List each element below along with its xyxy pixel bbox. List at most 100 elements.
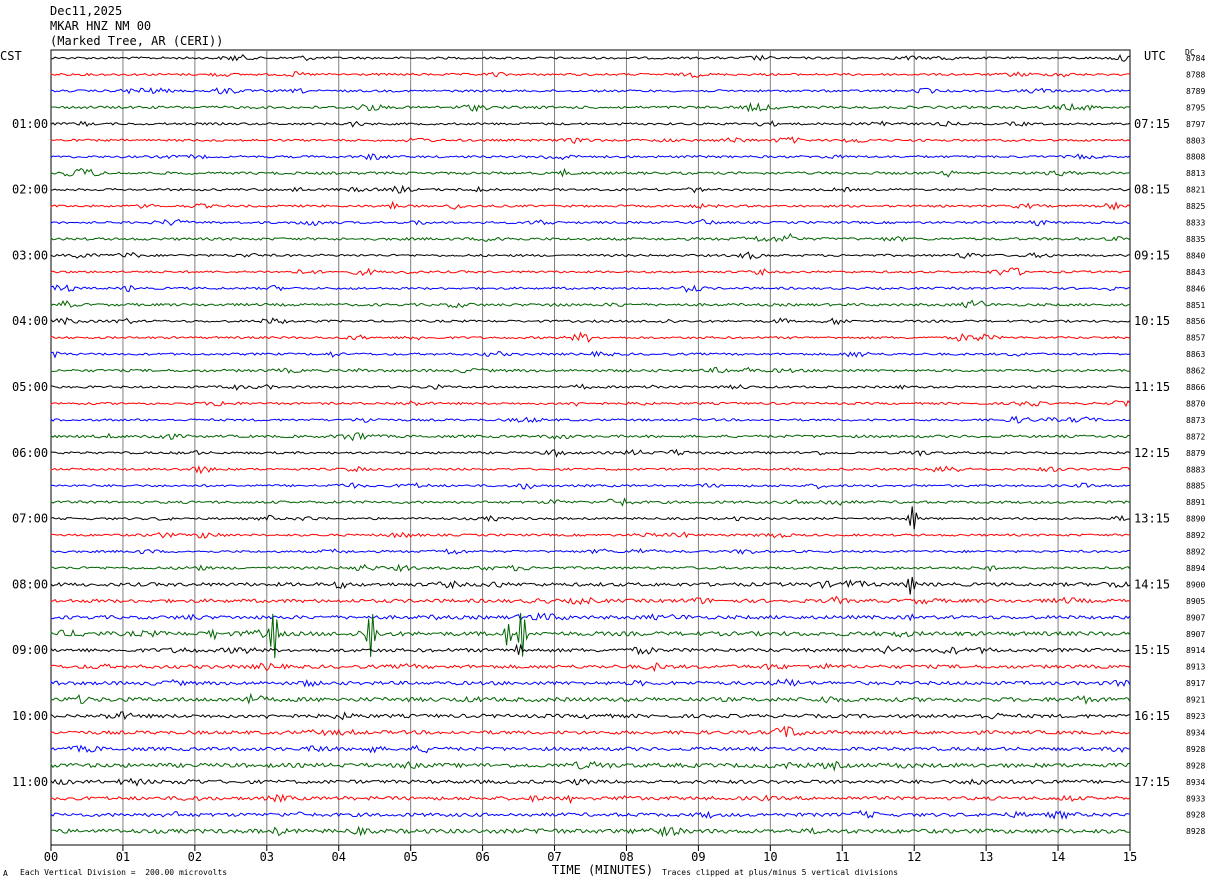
seismic-trace: [50, 643, 1131, 656]
dc-offset-label: 8914: [1186, 646, 1205, 655]
left-hour-label: 04:00: [12, 314, 48, 328]
dc-offset-label: 8873: [1186, 416, 1205, 425]
dc-offset-label: 8866: [1186, 383, 1205, 392]
seismic-trace: [50, 399, 1131, 408]
seismic-trace: [50, 465, 1131, 475]
seismic-trace: [50, 101, 1131, 113]
right-hour-label: 15:15: [1134, 643, 1170, 657]
left-timezone-label: CST: [0, 49, 22, 63]
dc-offset-label: 8797: [1186, 120, 1205, 129]
seismic-trace: [50, 87, 1131, 95]
seismic-trace: [50, 71, 1131, 79]
dc-offset-label: 8789: [1186, 87, 1205, 96]
left-hour-label: 02:00: [12, 183, 48, 197]
x-tick-label: 04: [332, 850, 346, 864]
seismic-trace: [50, 218, 1131, 227]
seismic-trace: [50, 482, 1131, 490]
right-hour-label: 10:15: [1134, 314, 1170, 328]
right-hour-label: 07:15: [1134, 117, 1170, 131]
dc-offset-label: 8928: [1186, 761, 1205, 770]
corner-mark: A: [3, 869, 8, 878]
dc-offset-label: 8846: [1186, 284, 1205, 293]
seismic-trace: [50, 793, 1131, 805]
dc-offset-label: 8934: [1186, 728, 1205, 737]
dc-offset-label: 8788: [1186, 70, 1205, 79]
seismic-trace: [50, 415, 1131, 424]
dc-offset-label: 8928: [1186, 827, 1205, 836]
dc-offset-label: 8907: [1186, 630, 1205, 639]
dc-offset-label: 8891: [1186, 498, 1205, 507]
left-hour-label: 07:00: [12, 512, 48, 526]
station-code: MKAR HNZ NM 00: [50, 19, 152, 33]
dc-offset-label: 8872: [1186, 432, 1205, 441]
x-tick-label: 02: [188, 850, 202, 864]
seismic-trace: [50, 284, 1131, 293]
right-hour-label: 17:15: [1134, 775, 1170, 789]
right-hour-label: 12:15: [1134, 446, 1170, 460]
dc-offset-label: 8870: [1186, 399, 1205, 408]
right-hour-label: 11:15: [1134, 380, 1170, 394]
x-tick-label: 14: [1051, 850, 1065, 864]
right-timezone-label: UTC: [1144, 49, 1166, 63]
seismic-trace: [50, 136, 1131, 144]
x-tick-label: 00: [44, 850, 58, 864]
x-tick-label: 10: [763, 850, 777, 864]
right-hour-label: 16:15: [1134, 709, 1170, 723]
dc-offset-label: 8856: [1186, 317, 1205, 326]
dc-offset-label: 8883: [1186, 465, 1205, 474]
dc-offset-label: 8921: [1186, 696, 1205, 705]
dc-offset-label: 8833: [1186, 219, 1205, 228]
dc-offset-label: 8825: [1186, 202, 1205, 211]
left-hour-label: 06:00: [12, 446, 48, 460]
x-tick-label: 01: [116, 850, 130, 864]
clip-note: Traces clipped at plus/minus 5 vertical …: [662, 868, 899, 877]
dc-offset-label: 8795: [1186, 103, 1205, 112]
seismic-trace: [50, 350, 1131, 359]
x-tick-label: 03: [260, 850, 274, 864]
dc-offset-label: 8923: [1186, 712, 1205, 721]
seismic-trace: [50, 531, 1131, 539]
dc-offset-label: 8892: [1186, 531, 1205, 540]
dc-offset-label: 8928: [1186, 811, 1205, 820]
seismic-trace: [50, 777, 1131, 787]
dc-offset-label: 8835: [1186, 235, 1205, 244]
seismic-trace: [50, 612, 1131, 622]
dc-offset-label: 8900: [1186, 580, 1205, 589]
dc-offset-label: 8890: [1186, 515, 1205, 524]
seismic-trace: [50, 506, 1131, 530]
dc-offset-label: 8905: [1186, 597, 1205, 606]
seismic-trace: [50, 595, 1131, 606]
x-axis-title: TIME (MINUTES): [552, 863, 653, 877]
dc-offset-label: 8862: [1186, 367, 1205, 376]
seismic-trace: [50, 251, 1130, 261]
seismic-trace: [50, 576, 1131, 595]
seismic-trace: [50, 316, 1131, 326]
seismic-trace: [50, 497, 1131, 507]
seismic-trace: [50, 120, 1131, 128]
seismic-trace: [50, 267, 1131, 277]
x-tick-label: 11: [835, 850, 849, 864]
dc-offset-label: 8863: [1186, 350, 1205, 359]
seismic-trace: [50, 563, 1131, 573]
seismic-trace: [50, 383, 1131, 391]
right-hour-label: 08:15: [1134, 183, 1170, 197]
x-tick-label: 07: [547, 850, 561, 864]
x-tick-label: 12: [907, 850, 921, 864]
record-date: Dec11,2025: [50, 4, 123, 18]
seismic-trace: [50, 662, 1131, 673]
dc-offset-label: 8907: [1186, 613, 1205, 622]
left-hour-label: 05:00: [12, 380, 48, 394]
station-location: (Marked Tree, AR (CERI)): [50, 34, 224, 48]
seismic-trace: [50, 200, 1131, 211]
dc-offset-label: 8879: [1186, 449, 1205, 458]
dc-offset-label: 8913: [1186, 663, 1205, 672]
x-tick-label: 09: [691, 850, 705, 864]
left-hour-label: 10:00: [12, 709, 48, 723]
left-hour-label: 09:00: [12, 643, 48, 657]
seismic-trace: [50, 232, 1131, 243]
x-tick-label: 06: [475, 850, 489, 864]
right-hour-label: 13:15: [1134, 512, 1170, 526]
x-tick-label: 13: [979, 850, 993, 864]
seismic-trace: [50, 299, 1131, 309]
seismic-trace: [50, 692, 1131, 705]
